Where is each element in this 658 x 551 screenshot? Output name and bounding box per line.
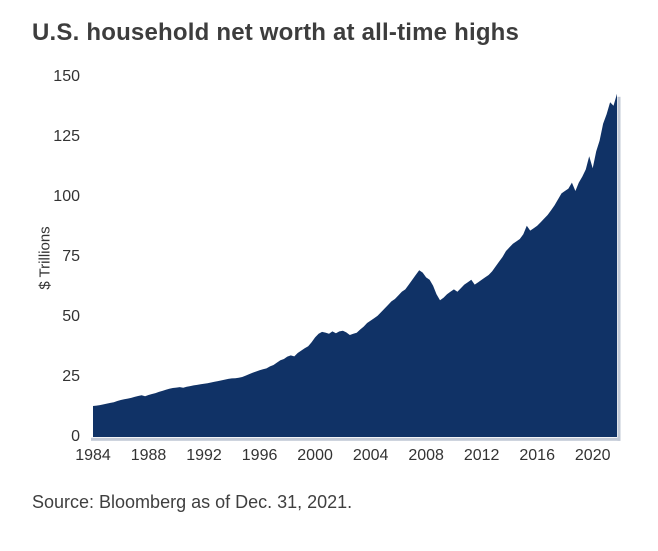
x-tick-label: 1996: [241, 447, 278, 464]
x-tick-label: 2000: [297, 447, 333, 464]
x-tick-label: 1988: [130, 447, 167, 464]
x-tick-label: 2016: [519, 447, 555, 464]
x-tick-label: 1992: [186, 447, 222, 464]
y-tick-label: 100: [53, 188, 80, 205]
y-tick-label: 0: [71, 428, 80, 445]
y-tick-label: 50: [62, 308, 80, 325]
x-tick-label: 1984: [75, 447, 111, 464]
x-tick-label: 2004: [352, 447, 389, 464]
chart-title: U.S. household net worth at all-time hig…: [32, 19, 520, 46]
net-worth-area: [93, 93, 617, 438]
y-tick-label: 25: [62, 368, 80, 385]
source-note: Source: Bloomberg as of Dec. 31, 2021.: [32, 492, 353, 512]
x-tick-label: 2008: [408, 447, 444, 464]
y-tick-label: 125: [53, 128, 80, 145]
y-tick-label: 75: [62, 248, 80, 265]
area-bottom-shadow: [91, 437, 621, 441]
x-tick-label: 2020: [574, 447, 611, 464]
x-tick-label: 2012: [463, 447, 500, 464]
area-right-shadow: [617, 96, 621, 441]
y-tick-label: 150: [53, 68, 80, 85]
